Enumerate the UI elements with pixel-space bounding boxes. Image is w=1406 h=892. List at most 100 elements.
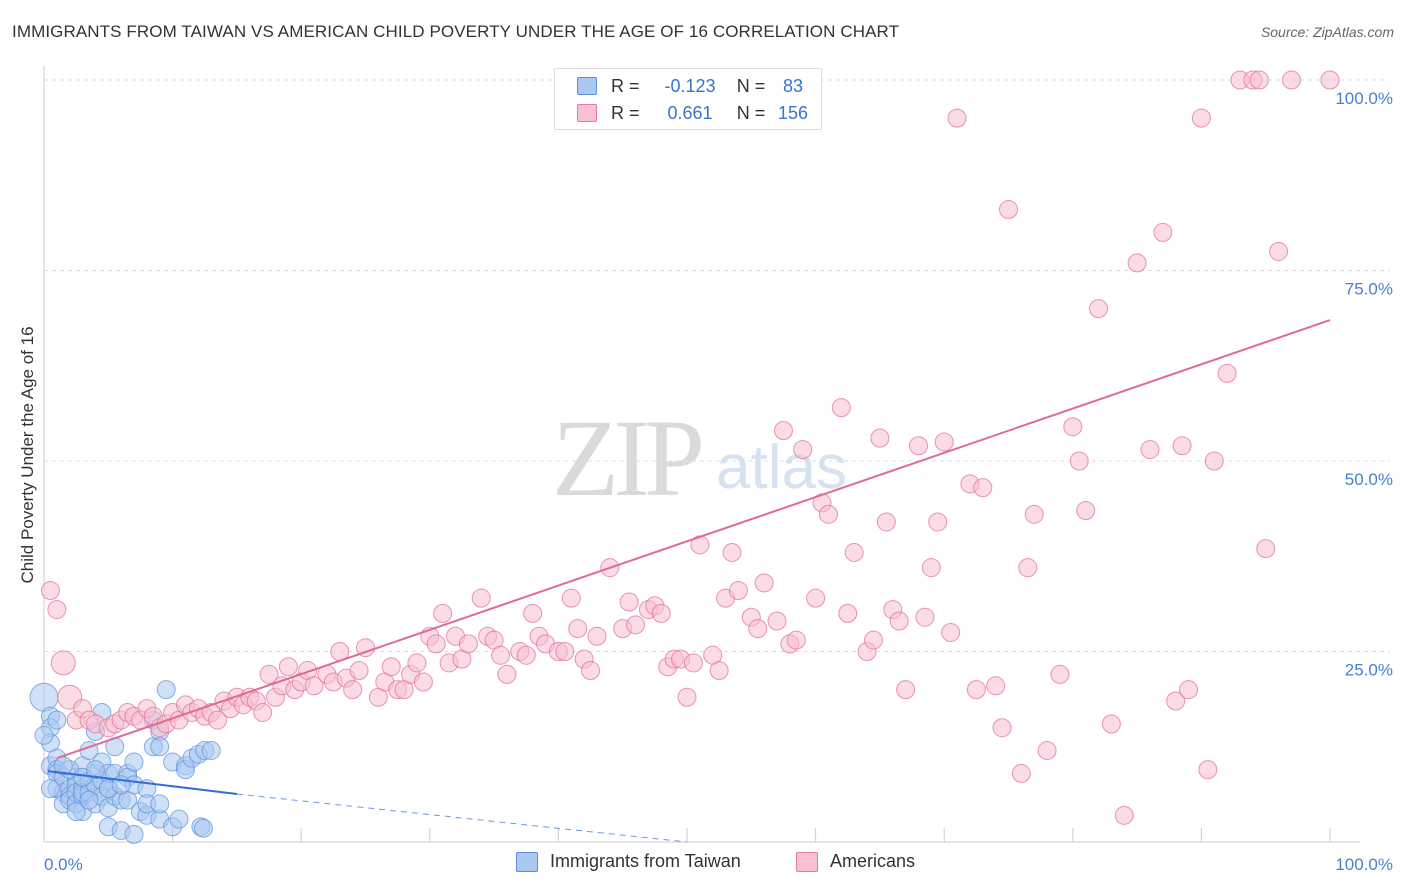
americans-point bbox=[915, 607, 935, 627]
americans-point bbox=[773, 421, 793, 441]
americans-point bbox=[491, 645, 511, 665]
americans-point bbox=[1127, 253, 1147, 273]
americans-point bbox=[709, 661, 729, 681]
americans-point bbox=[889, 611, 909, 631]
americans-point bbox=[407, 653, 427, 673]
taiwan-point bbox=[66, 802, 86, 822]
x-tick-label: 100.0% bbox=[1335, 855, 1393, 874]
americans-point bbox=[928, 512, 948, 532]
legend-r-value-americans: 0.661 bbox=[667, 102, 713, 123]
americans-point bbox=[497, 664, 517, 684]
taiwan-point bbox=[79, 790, 99, 810]
taiwan-point bbox=[124, 752, 144, 772]
tick-labels: 25.0% 50.0% 75.0% 100.0% 0.0% 100.0% bbox=[44, 89, 1393, 874]
americans-point bbox=[1204, 451, 1224, 471]
legend-r-label: R = bbox=[611, 102, 640, 123]
americans-point bbox=[921, 558, 941, 578]
chart-title: IMMIGRANTS FROM TAIWAN VS AMERICAN CHILD… bbox=[12, 22, 900, 41]
americans-point bbox=[278, 657, 298, 677]
americans-point bbox=[1018, 558, 1038, 578]
americans-point bbox=[1179, 680, 1199, 700]
americans-point bbox=[433, 603, 453, 623]
y-axis-label: Child Poverty Under the Age of 16 bbox=[18, 326, 37, 584]
americans-point bbox=[1076, 501, 1096, 521]
legend-label-taiwan: Immigrants from Taiwan bbox=[550, 851, 741, 871]
americans-point bbox=[581, 661, 601, 681]
americans-point bbox=[619, 592, 639, 612]
americans-point bbox=[908, 436, 928, 456]
legend-r-value-taiwan: -0.123 bbox=[664, 75, 716, 96]
americans-point bbox=[722, 542, 742, 562]
americans-point bbox=[973, 478, 993, 498]
americans-point bbox=[1256, 539, 1276, 559]
americans-point bbox=[896, 680, 916, 700]
y-tick-label: 25.0% bbox=[1345, 661, 1393, 680]
taiwan-point bbox=[47, 710, 67, 730]
americans-point bbox=[47, 600, 67, 620]
americans-point bbox=[870, 428, 890, 448]
legend-row-americans: R = 0.661 N = 156 bbox=[577, 102, 813, 124]
taiwan-point bbox=[40, 779, 60, 799]
americans-point bbox=[818, 504, 838, 524]
x-tick-label: 0.0% bbox=[44, 855, 83, 874]
taiwan-point bbox=[85, 760, 105, 780]
americans-point bbox=[786, 630, 806, 650]
legend-item-americans[interactable]: Americans bbox=[796, 851, 915, 872]
taiwan-point bbox=[34, 725, 54, 745]
series-legend: Immigrants from Taiwan Americans bbox=[0, 851, 1406, 877]
americans-point bbox=[754, 573, 774, 593]
americans-point bbox=[1166, 691, 1186, 711]
legend-swatch-americans bbox=[796, 851, 818, 872]
americans-point bbox=[1191, 108, 1211, 128]
americans-point bbox=[838, 603, 858, 623]
legend-r-label: R = bbox=[611, 75, 640, 96]
taiwan-trend-extension bbox=[236, 793, 688, 843]
americans-point bbox=[1050, 664, 1070, 684]
americans-point bbox=[561, 588, 581, 608]
source-label: Source: ZipAtlas.com bbox=[1260, 24, 1394, 40]
americans-point bbox=[587, 626, 607, 646]
correlation-legend: R = -0.123 N = 83 R = 0.661 N = 156 bbox=[554, 68, 822, 130]
taiwan-point bbox=[150, 794, 170, 814]
legend-swatch-americans bbox=[577, 104, 597, 122]
americans-point bbox=[555, 642, 575, 661]
americans-point bbox=[748, 619, 768, 639]
americans-point bbox=[40, 581, 60, 601]
americans-point bbox=[793, 440, 813, 460]
americans-point bbox=[728, 581, 748, 601]
americans-point bbox=[1069, 451, 1089, 471]
americans-trend-line bbox=[56, 319, 1331, 760]
americans-point bbox=[806, 588, 826, 608]
legend-n-value-taiwan: 83 bbox=[782, 75, 804, 96]
legend-n-value-americans: 156 bbox=[777, 102, 809, 123]
americans-point bbox=[1217, 363, 1237, 383]
americans-point bbox=[1249, 70, 1269, 90]
americans-point bbox=[831, 398, 851, 418]
americans-point bbox=[651, 603, 671, 623]
americans-point bbox=[1114, 805, 1134, 825]
americans-point bbox=[343, 680, 363, 700]
americans-point bbox=[458, 634, 478, 654]
legend-item-taiwan[interactable]: Immigrants from Taiwan bbox=[516, 851, 741, 872]
americans-point bbox=[947, 108, 967, 128]
americans-point bbox=[1037, 741, 1057, 761]
americans-point bbox=[381, 657, 401, 677]
trend-lines bbox=[47, 319, 1331, 843]
taiwan-point bbox=[169, 809, 189, 829]
americans-point bbox=[516, 645, 536, 665]
americans-point bbox=[992, 718, 1012, 738]
americans-point bbox=[934, 432, 954, 452]
watermark-atlas: atlas bbox=[716, 433, 847, 502]
americans-point bbox=[863, 630, 883, 650]
taiwan-point bbox=[29, 682, 59, 712]
americans-point bbox=[1281, 70, 1301, 90]
americans-point bbox=[1101, 714, 1121, 734]
legend-row-taiwan: R = -0.123 N = 83 bbox=[577, 75, 813, 97]
taiwan-trend-line bbox=[47, 770, 238, 795]
y-tick-label: 50.0% bbox=[1345, 470, 1393, 489]
legend-swatch-taiwan bbox=[516, 851, 538, 872]
americans-point bbox=[941, 622, 961, 642]
americans-point bbox=[767, 611, 787, 631]
taiwan-point bbox=[201, 741, 221, 761]
